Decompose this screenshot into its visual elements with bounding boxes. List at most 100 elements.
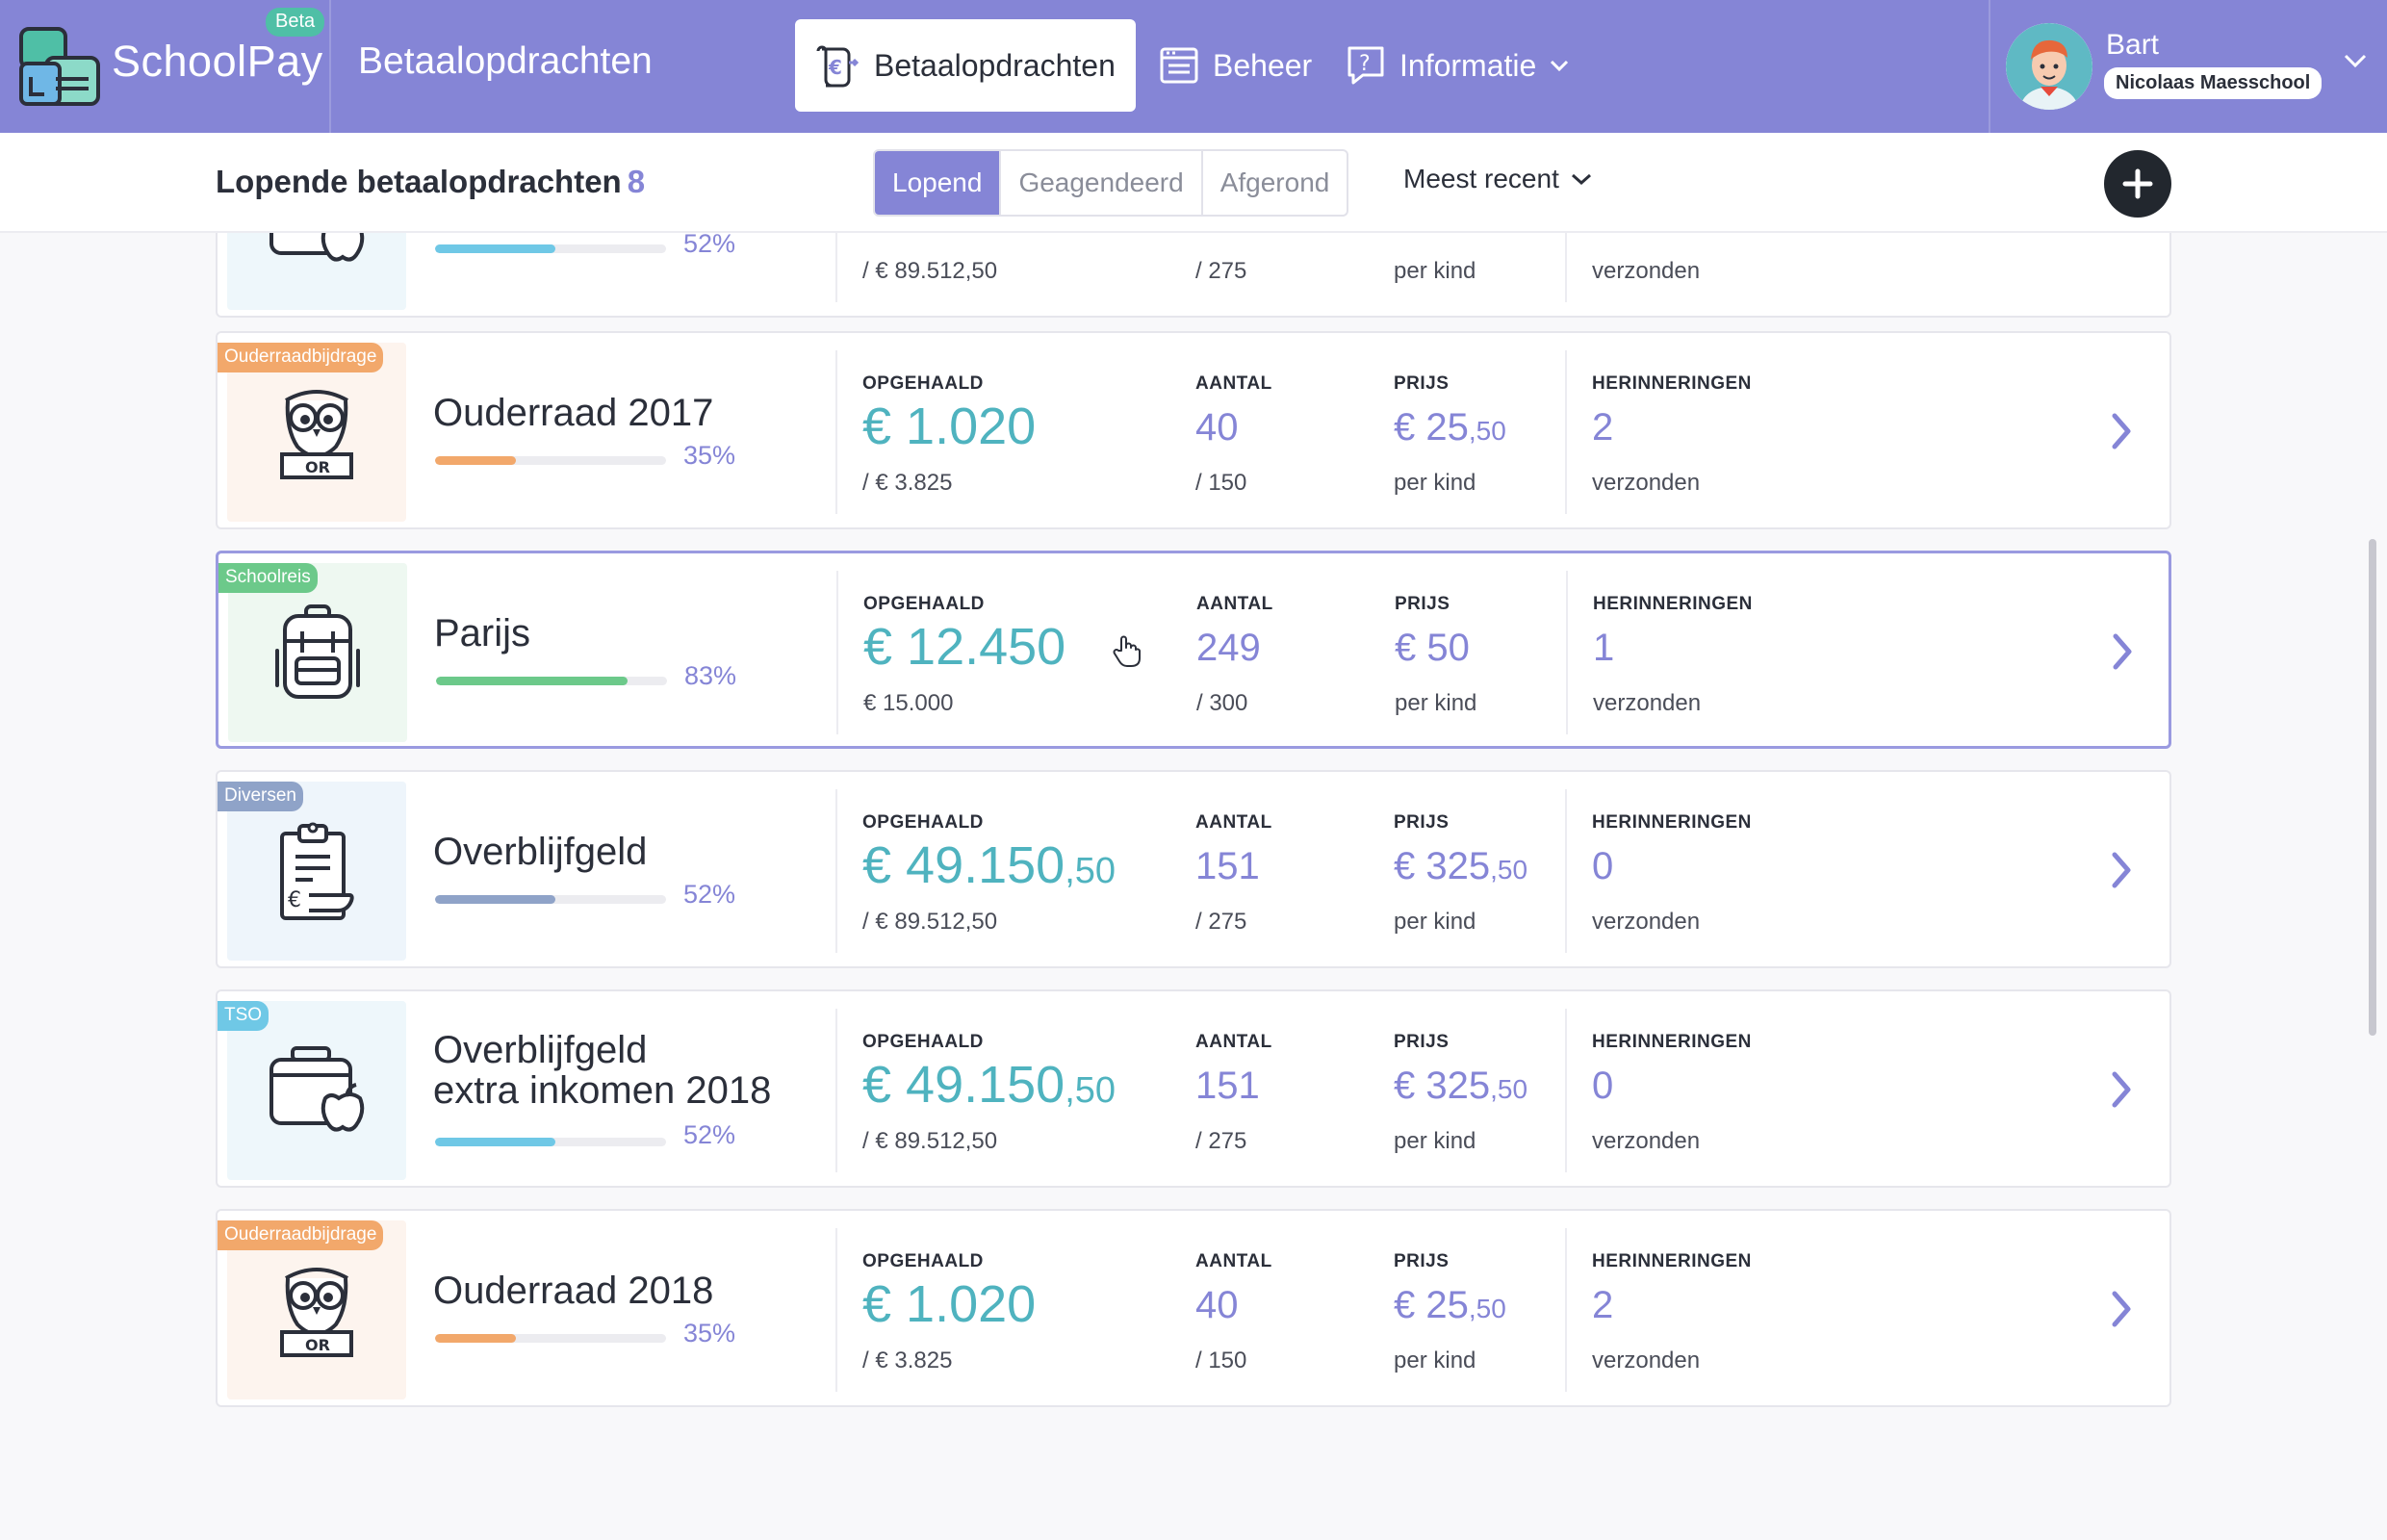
scrollbar[interactable] <box>2369 539 2376 1036</box>
payment-request-card[interactable]: € Diversen Overblijfgeld 52% OPGEHAALD € 49.1… <box>216 770 2171 968</box>
user-menu-chevron-icon[interactable] <box>2343 52 2368 69</box>
collected-main: € 12.450 <box>863 618 1066 676</box>
amount-label: AANTAL <box>1196 594 1273 614</box>
nav-tab-label: Informatie <box>1399 47 1537 83</box>
svg-text:OR: OR <box>305 458 330 476</box>
user-avatar-icon <box>2006 23 2092 110</box>
column-divider <box>836 571 838 734</box>
reminders-count: 0 <box>1592 1065 1614 1107</box>
sort-dropdown[interactable]: Meest recent <box>1403 164 1592 194</box>
payment-title: Overblijfgeld extra inkomen 2018 <box>433 1030 771 1111</box>
column-divider <box>835 350 837 514</box>
price-value: € 50 <box>1395 625 1470 675</box>
open-detail-button[interactable] <box>2110 1290 2135 1333</box>
nav-tab-informatie[interactable]: ? Informatie <box>1346 19 1569 112</box>
progress-bar <box>435 456 666 465</box>
collected-label: OPGEHAALD <box>862 1251 984 1271</box>
open-detail-button[interactable] <box>2110 1070 2135 1114</box>
category-tag: TSO <box>218 1001 270 1031</box>
price-label: PRIJS <box>1394 1032 1450 1052</box>
reminders-sent: verzonden <box>1593 690 1702 716</box>
amount-total: / 150 <box>1195 470 1247 496</box>
collected-label: OPGEHAALD <box>863 594 985 614</box>
collected-total: / € 89.512,50 <box>862 258 998 284</box>
column-divider <box>835 1009 837 1172</box>
avatar[interactable] <box>2006 23 2092 110</box>
collected-total: / € 89.512,50 <box>862 1128 998 1154</box>
payment-request-card[interactable]: Schoolreis Parijs 83% OPGEHAALD € 12.450 € 15… <box>216 551 2171 749</box>
price-main: € 325 <box>1394 1065 1491 1107</box>
amount-label: AANTAL <box>1195 373 1272 394</box>
open-detail-button[interactable] <box>2110 851 2135 894</box>
payment-request-card[interactable]: OR Ouderraadbijdrage Ouderraad 2018 35% OPGE… <box>216 1209 2171 1407</box>
column-divider <box>835 233 837 302</box>
nav-tab-label: Beheer <box>1213 47 1313 83</box>
collected-main: € 1.020 <box>862 1275 1037 1333</box>
reminders-sent: verzonden <box>1592 909 1701 935</box>
price-per-child: per kind <box>1394 909 1476 935</box>
chevron-right-icon <box>2112 852 2131 888</box>
reminders-label: HERINNERINGEN <box>1592 1251 1752 1271</box>
reminders-sent: verzonden <box>1592 1128 1701 1154</box>
filter-afgerond[interactable]: Afgerond <box>1219 167 1330 197</box>
reminders-count: 2 <box>1592 406 1614 449</box>
payment-request-list: 52% OPGEHAALD / € 89.512,50 AANTAL / 275 PRIJ… <box>216 233 2171 1540</box>
chevron-down-icon <box>1571 173 1591 186</box>
amount-total: / 275 <box>1195 909 1247 935</box>
svg-text:OR: OR <box>305 1336 330 1354</box>
price-value: € 325,50 <box>1394 1063 1527 1113</box>
collected-amount: € 1.020 <box>862 1276 1036 1338</box>
chevron-down-icon <box>1551 60 1569 72</box>
payment-title-line: Ouderraad 2017 <box>433 392 714 434</box>
collected-total: / € 89.512,50 <box>862 909 998 935</box>
collected-label: OPGEHAALD <box>862 373 984 394</box>
price-label: PRIJS <box>1395 594 1450 614</box>
payment-request-card[interactable]: TSO Overblijfgeld extra inkomen 2018 52% OPG… <box>216 989 2171 1188</box>
filter-lopend[interactable]: Lopend <box>875 151 1002 215</box>
svg-text:€: € <box>288 888 301 912</box>
payment-request-icon: € <box>816 45 859 88</box>
category-thumbnail: OR <box>227 1220 406 1399</box>
progress-fill <box>435 244 555 253</box>
payment-title: Parijs <box>434 613 530 654</box>
reminders-label: HERINNERINGEN <box>1593 594 1753 614</box>
nav-tab-label: Betaalopdrachten <box>874 47 1116 83</box>
progress-percentage: 35% <box>683 1319 736 1348</box>
price-value: € 325,50 <box>1394 843 1527 893</box>
page-title: Lopende betaalopdrachten 8 <box>216 164 645 200</box>
hand-cursor-icon <box>1113 635 1141 667</box>
reminders-sent: verzonden <box>1592 1348 1701 1373</box>
payment-request-card[interactable]: OR Ouderraadbijdrage Ouderraad 2017 35% OPGE… <box>216 331 2171 529</box>
nav-tab-beheer[interactable]: Beheer <box>1159 19 1312 112</box>
nav-tab-betaalopdrachten[interactable]: € Betaalopdrachten <box>795 19 1136 112</box>
filter-geagendeerd[interactable]: Geagendeerd <box>1001 151 1203 215</box>
header-divider <box>1989 0 1990 133</box>
amount-label: AANTAL <box>1195 1251 1272 1271</box>
price-label: PRIJS <box>1394 373 1450 394</box>
price-main: € 50 <box>1395 627 1470 669</box>
progress-bar <box>435 1334 666 1343</box>
column-divider <box>835 789 837 953</box>
progress-bar <box>436 677 667 685</box>
open-detail-button[interactable] <box>2111 632 2136 676</box>
price-per-child: per kind <box>1394 1128 1476 1154</box>
owl-icon: OR <box>280 390 353 479</box>
amount-total: / 275 <box>1195 1128 1247 1154</box>
collected-total: / € 3.825 <box>862 1348 953 1373</box>
price-value: € 25,50 <box>1394 404 1506 454</box>
price-cents: ,50 <box>1468 416 1506 446</box>
add-payment-request-button[interactable] <box>2104 150 2171 218</box>
open-detail-button[interactable] <box>2110 412 2135 455</box>
category-thumbnail <box>227 1001 406 1180</box>
payment-title: Overblijfgeld <box>433 832 647 872</box>
school-badge[interactable]: Nicolaas Maesschool <box>2104 67 2323 99</box>
progress-percentage: 52% <box>683 233 736 258</box>
schoolpay-logo-icon[interactable] <box>17 25 102 108</box>
collected-label: OPGEHAALD <box>862 812 984 833</box>
collected-cents: ,50 <box>1065 851 1116 891</box>
amount-value: 151 <box>1195 845 1260 887</box>
collected-cents: ,50 <box>1065 1070 1116 1111</box>
column-divider <box>835 1228 837 1392</box>
progress-percentage: 35% <box>683 441 736 470</box>
